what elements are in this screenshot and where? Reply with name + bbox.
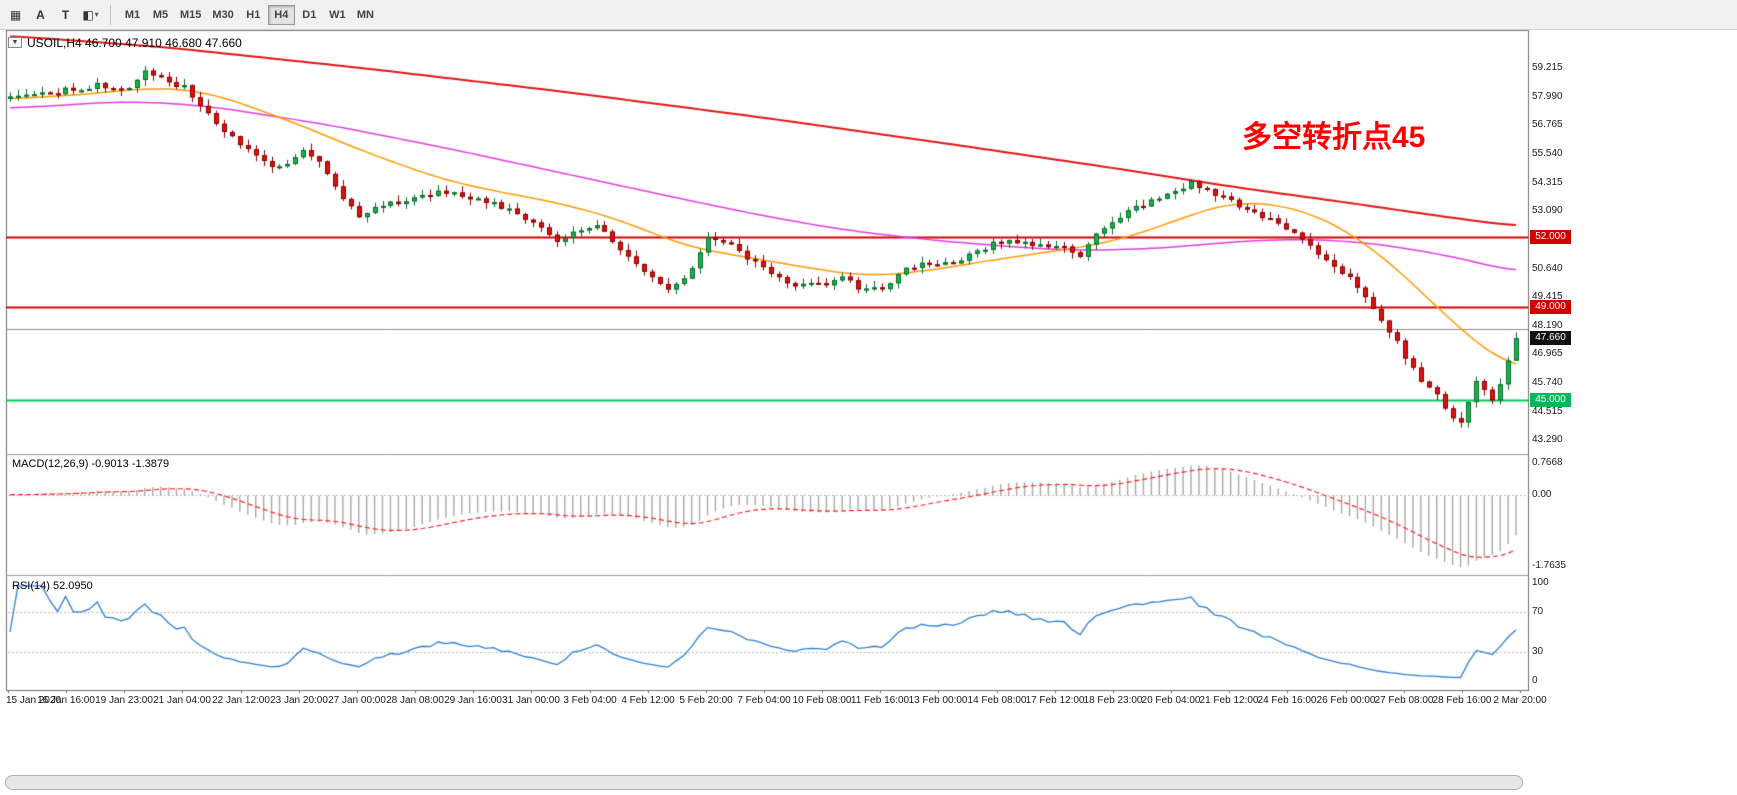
horizontal-scrollbar[interactable] [5,775,1523,790]
grid-tool-icon[interactable]: ▦ [4,4,27,26]
colors-tool-button[interactable]: ◧ ▾ [79,4,102,26]
timeframe-button-d1[interactable]: D1 [296,5,323,25]
timeframe-button-h1[interactable]: H1 [240,5,267,25]
toolbar: ▦ A T ◧ ▾ M1 M5 M15 M30 H1 H4 D1 W1 MN [0,0,1737,30]
cursor-tool-button[interactable]: A [29,4,52,26]
chart-annotation-text[interactable]: 多空转折点45 [1242,121,1426,154]
timeframe-button-w1[interactable]: W1 [324,5,351,25]
palette-icon: ◧ [82,7,94,22]
chart-menu-icon[interactable]: ▼ [8,37,22,48]
timeframe-button-m5[interactable]: M5 [147,5,174,25]
timeframe-button-h4[interactable]: H4 [267,4,295,25]
chevron-down-icon: ▾ [94,10,99,19]
chart-symbol-header: USOIL,H4 46.700 47.910 46.680 47.660 [27,36,242,50]
timeframe-button-m1[interactable]: M1 [119,5,146,25]
macd-indicator-label: MACD(12,26,9) -0.9013 -1.3879 [12,458,170,470]
text-tool-button[interactable]: T [54,4,77,26]
rsi-indicator-label: RSI(14) 52.0950 [12,580,93,592]
timeframe-group: M1 M5 M15 M30 H1 H4 D1 W1 MN [119,4,379,25]
timeframe-button-m30[interactable]: M30 [207,5,238,25]
timeframe-button-m15[interactable]: M15 [175,5,206,25]
toolbar-separator [110,4,111,25]
timeframe-button-mn[interactable]: MN [352,5,379,25]
